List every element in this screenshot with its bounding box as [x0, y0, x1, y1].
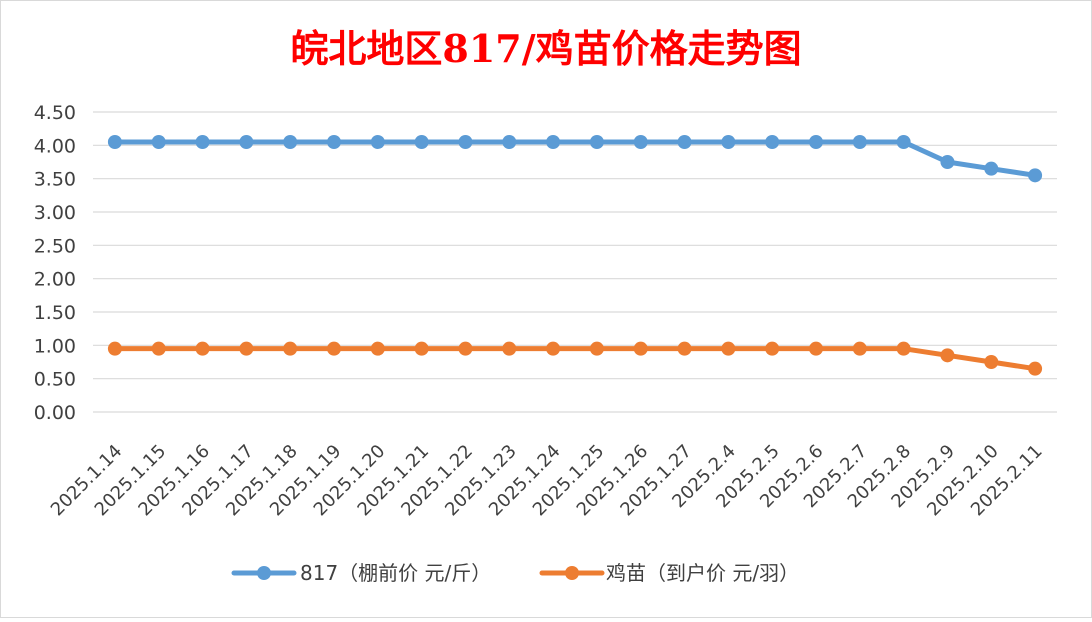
- data-point: [414, 341, 429, 356]
- data-point: [1028, 168, 1043, 183]
- data-point: [765, 341, 780, 356]
- data-point: [633, 135, 648, 149]
- y-tick-label: 0.50: [34, 369, 76, 391]
- y-tick-label: 4.00: [34, 135, 76, 157]
- data-point: [940, 155, 955, 169]
- legend-label: 817（棚前价 元/斤）: [300, 561, 491, 585]
- data-point: [283, 341, 298, 356]
- series-line: [112, 139, 1038, 178]
- data-point: [151, 135, 166, 149]
- data-point: [370, 341, 385, 356]
- data-point: [414, 135, 429, 149]
- chart-title: 皖北地区817/鸡苗价格走势图: [290, 26, 801, 71]
- data-point: [984, 161, 999, 176]
- legend-label: 鸡苗（到户价 元/羽）: [606, 561, 799, 585]
- data-point: [502, 341, 517, 356]
- data-point: [1028, 361, 1043, 376]
- series-2: [107, 341, 1043, 376]
- data-point: [852, 341, 867, 356]
- y-tick-label: 1.50: [34, 302, 76, 324]
- data-point: [370, 135, 385, 149]
- y-tick-label: 2.00: [34, 269, 76, 291]
- data-point: [633, 341, 648, 356]
- data-point: [896, 135, 911, 149]
- legend-item: 817（棚前价 元/斤）: [231, 561, 491, 585]
- data-point: [502, 135, 517, 149]
- data-point: [107, 135, 122, 149]
- data-point: [107, 341, 122, 356]
- series-line: [112, 346, 1038, 372]
- data-point: [239, 135, 254, 149]
- y-tick-label: 0.00: [34, 402, 76, 424]
- data-point: [195, 135, 210, 149]
- y-axis-tick-labels: 0.00 0.50 1.00 1.50 2.00 2.50 3.00 3.50 4.00 4.50: [34, 102, 76, 424]
- y-tick-label: 2.50: [34, 235, 76, 257]
- legend-marker: [565, 566, 579, 580]
- data-point: [458, 135, 473, 149]
- data-point: [195, 341, 210, 356]
- data-point: [458, 341, 473, 356]
- data-point: [677, 341, 692, 356]
- data-point: [677, 135, 692, 149]
- data-point: [809, 341, 823, 356]
- y-tick-label: 3.00: [34, 202, 76, 224]
- data-point: [327, 341, 341, 356]
- data-point: [589, 341, 604, 356]
- data-point: [809, 135, 823, 149]
- y-tick-label: 1.00: [34, 335, 76, 357]
- data-point: [239, 341, 254, 356]
- data-point: [852, 135, 867, 149]
- data-point: [896, 341, 911, 356]
- data-point: [984, 355, 999, 369]
- series-layer: [107, 135, 1043, 376]
- data-point: [765, 135, 780, 149]
- y-tick-label: 4.50: [34, 102, 76, 124]
- legend: 817（棚前价 元/斤） 鸡苗（到户价 元/羽）: [231, 561, 799, 585]
- data-point: [721, 341, 736, 356]
- legend-item: 鸡苗（到户价 元/羽）: [539, 561, 799, 585]
- grid-layer: [93, 111, 1057, 413]
- data-point: [283, 135, 298, 149]
- data-point: [327, 135, 341, 149]
- data-point: [589, 135, 604, 149]
- data-point: [940, 348, 955, 363]
- series-1: [107, 135, 1043, 183]
- data-point: [546, 341, 561, 356]
- data-point: [546, 135, 561, 149]
- legend-marker: [257, 566, 271, 580]
- y-tick-label: 3.50: [34, 169, 76, 191]
- data-point: [721, 135, 736, 149]
- data-point: [151, 341, 166, 356]
